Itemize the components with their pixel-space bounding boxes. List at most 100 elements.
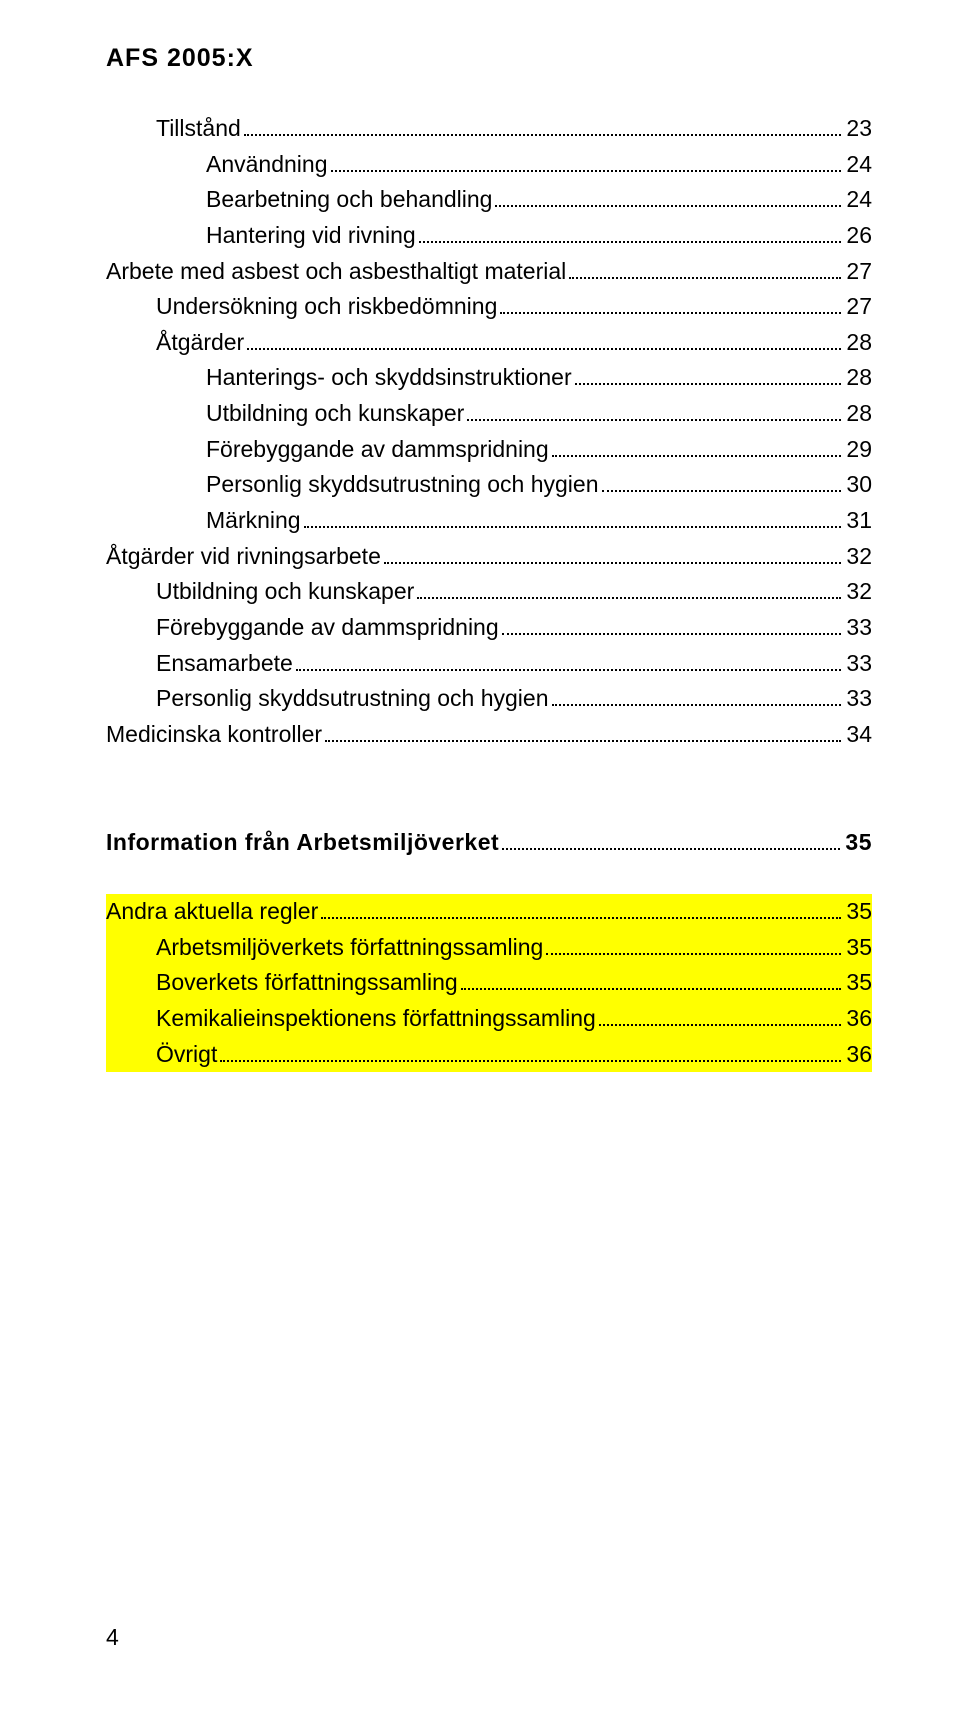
toc-label: Användning	[106, 147, 328, 183]
toc-row: Tillstånd 23	[106, 111, 872, 147]
toc-label: Åtgärder vid rivningsarbete	[106, 539, 381, 575]
toc-page: 35	[844, 965, 872, 1001]
leader-dots	[502, 633, 842, 635]
toc-page: 33	[844, 610, 872, 646]
toc-label: Förebyggande av dammspridning	[106, 610, 499, 646]
info-heading-page: 35	[843, 825, 872, 861]
toc-row: Åtgärder vid rivningsarbete 32	[106, 539, 872, 575]
toc-row: Utbildning och kunskaper 32	[106, 574, 872, 610]
leader-dots	[461, 988, 842, 990]
leader-dots	[552, 455, 842, 457]
leader-dots	[467, 419, 841, 421]
leader-dots	[384, 562, 842, 564]
toc-page: 31	[844, 503, 872, 539]
toc-page: 23	[844, 111, 872, 147]
toc-label: Utbildning och kunskaper	[106, 574, 414, 610]
document-header: AFS 2005:X	[106, 44, 872, 73]
header-prefix: AFS	[106, 44, 159, 72]
toc-row: Personlig skyddsutrustning och hygien 30	[106, 467, 872, 503]
toc-label: Kemikalieinspektionens författningssamli…	[106, 1001, 596, 1037]
toc-page: 28	[844, 396, 872, 432]
leader-dots	[419, 241, 842, 243]
toc-page: 33	[844, 646, 872, 682]
toc-row: Bearbetning och behandling 24	[106, 182, 872, 218]
toc-row: Förebyggande av dammspridning 29	[106, 432, 872, 468]
toc-page: 27	[844, 289, 872, 325]
leader-dots	[321, 917, 841, 919]
toc-row: Medicinska kontroller 34	[106, 717, 872, 753]
toc-page: 34	[844, 717, 872, 753]
leader-dots	[546, 953, 841, 955]
info-heading-row: Information från Arbetsmiljöverket 35	[106, 825, 872, 861]
toc-row: Utbildning och kunskaper 28	[106, 396, 872, 432]
toc-label: Undersökning och riskbedömning	[106, 289, 497, 325]
toc-label: Boverkets författningssamling	[106, 965, 458, 1001]
toc-label: Andra aktuella regler	[106, 894, 318, 930]
leader-dots	[602, 490, 842, 492]
toc-label: Åtgärder	[106, 325, 244, 361]
toc-row: Boverkets författningssamling 35	[106, 965, 872, 1001]
info-heading-label: Information från Arbetsmiljöverket	[106, 825, 499, 861]
toc-page: 26	[844, 218, 872, 254]
leader-dots	[325, 740, 841, 742]
leader-dots	[569, 277, 841, 279]
leader-dots	[502, 848, 840, 850]
leader-dots	[495, 205, 841, 207]
toc-label: Tillstånd	[106, 111, 241, 147]
toc-row: Undersökning och riskbedömning 27	[106, 289, 872, 325]
toc-row: Användning 24	[106, 147, 872, 183]
leader-dots	[599, 1024, 842, 1026]
toc-label: Medicinska kontroller	[106, 717, 322, 753]
toc-page: 36	[844, 1037, 872, 1073]
toc-row: Ensamarbete 33	[106, 646, 872, 682]
toc-row: Märkning 31	[106, 503, 872, 539]
toc-label: Förebyggande av dammspridning	[106, 432, 549, 468]
toc-page: 33	[844, 681, 872, 717]
toc-page: 24	[844, 147, 872, 183]
toc-label: Hanterings- och skyddsinstruktioner	[106, 360, 572, 396]
toc-row: Hantering vid rivning 26	[106, 218, 872, 254]
toc-page: 32	[844, 539, 872, 575]
toc-label: Arbete med asbest och asbesthaltigt mate…	[106, 254, 566, 290]
leader-dots	[304, 526, 842, 528]
toc-page: 35	[844, 930, 872, 966]
leader-dots	[244, 134, 842, 136]
toc-row: Andra aktuella regler 35	[106, 894, 872, 930]
toc-row: Arbete med asbest och asbesthaltigt mate…	[106, 254, 872, 290]
leader-dots	[331, 170, 842, 172]
toc-row: Hanterings- och skyddsinstruktioner 28	[106, 360, 872, 396]
toc-row: Arbetsmiljöverkets författningssamling 35	[106, 930, 872, 966]
toc-label: Arbetsmiljöverkets författningssamling	[106, 930, 543, 966]
toc-label: Personlig skyddsutrustning och hygien	[106, 467, 599, 503]
toc-page: 27	[844, 254, 872, 290]
toc-page: 28	[844, 360, 872, 396]
toc-page: 28	[844, 325, 872, 361]
leader-dots	[247, 348, 841, 350]
toc-label: Övrigt	[106, 1037, 217, 1073]
leader-dots	[296, 669, 842, 671]
leader-dots	[500, 312, 841, 314]
toc-page: 30	[844, 467, 872, 503]
toc-row: Kemikalieinspektionens författningssamli…	[106, 1001, 872, 1037]
toc-label: Ensamarbete	[106, 646, 293, 682]
toc-page: 29	[844, 432, 872, 468]
toc-label: Personlig skyddsutrustning och hygien	[106, 681, 549, 717]
toc-row: Personlig skyddsutrustning och hygien 33	[106, 681, 872, 717]
page-number: 4	[106, 1624, 119, 1651]
toc-row: Åtgärder 28	[106, 325, 872, 361]
toc-label: Hantering vid rivning	[106, 218, 416, 254]
leader-dots	[552, 704, 842, 706]
header-code: 2005:X	[167, 44, 254, 72]
toc-page: 24	[844, 182, 872, 218]
toc-row: Förebyggande av dammspridning 33	[106, 610, 872, 646]
toc-page: 32	[844, 574, 872, 610]
toc-label: Bearbetning och behandling	[106, 182, 492, 218]
toc-label: Märkning	[106, 503, 301, 539]
leader-dots	[575, 383, 842, 385]
toc-page: 36	[844, 1001, 872, 1037]
toc-row: Övrigt 36	[106, 1037, 872, 1073]
leader-dots	[220, 1060, 841, 1062]
table-of-contents: Tillstånd23Användning24Bearbetning och b…	[106, 111, 872, 1072]
toc-label: Utbildning och kunskaper	[106, 396, 464, 432]
toc-page: 35	[844, 894, 872, 930]
